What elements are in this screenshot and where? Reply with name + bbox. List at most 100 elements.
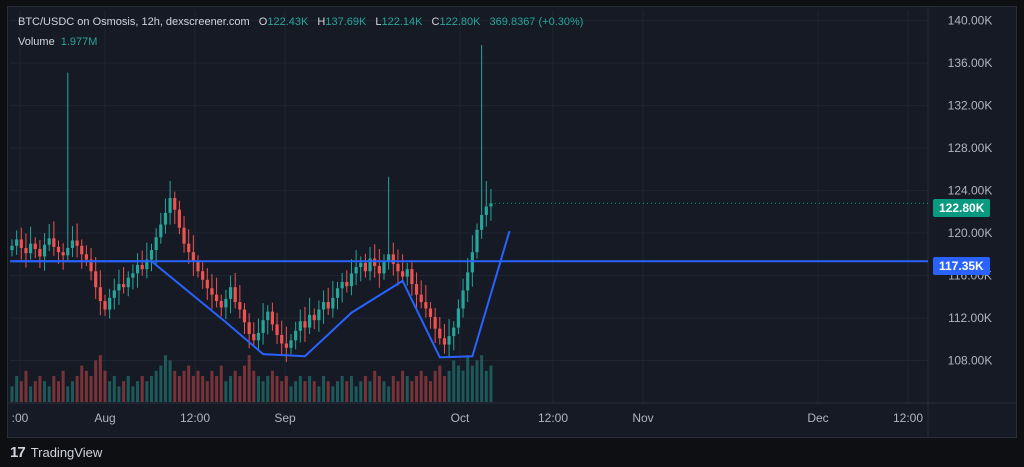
candle-body[interactable] (219, 301, 223, 308)
level-price-tag[interactable]: 117.35K (933, 257, 990, 275)
candle-body[interactable] (414, 284, 419, 295)
candle-body[interactable] (108, 297, 112, 310)
candle-body[interactable] (233, 287, 237, 303)
candle-body[interactable] (308, 314, 312, 328)
candle-body[interactable] (326, 302, 330, 309)
pattern-drawing-line[interactable] (12, 230, 511, 359)
candle-body[interactable] (247, 322, 251, 334)
candle-body[interactable] (489, 203, 493, 207)
candle-body[interactable] (140, 264, 144, 270)
candle-body[interactable] (187, 243, 191, 253)
candle-body[interactable] (475, 229, 479, 253)
candle-body[interactable] (75, 240, 79, 246)
candle-body[interactable] (228, 287, 233, 299)
candle-body[interactable] (349, 273, 354, 287)
candle-body[interactable] (201, 271, 205, 280)
candle-body[interactable] (466, 272, 470, 291)
candle-body[interactable] (433, 316, 437, 329)
candle-body[interactable] (89, 259, 93, 272)
candle-body[interactable] (126, 277, 130, 288)
candle-body[interactable] (391, 254, 395, 264)
candle-body[interactable] (368, 258, 372, 272)
candle-body[interactable] (159, 224, 163, 238)
candle-body[interactable] (438, 328, 442, 339)
candle-body[interactable] (242, 309, 247, 323)
candle-body[interactable] (317, 309, 321, 321)
candle-body[interactable] (117, 284, 121, 291)
candle-body[interactable] (345, 281, 349, 287)
candle-body[interactable] (387, 254, 391, 261)
candle-body[interactable] (29, 243, 33, 254)
candle-body[interactable] (442, 338, 447, 345)
chart-panel[interactable] (7, 6, 1017, 438)
candle-body[interactable] (66, 247, 70, 256)
candle-body[interactable] (15, 239, 19, 246)
candle-body[interactable] (56, 246, 61, 253)
candle-body[interactable] (10, 245, 14, 251)
candle-body[interactable] (80, 245, 84, 255)
candle-body[interactable] (182, 227, 186, 244)
candle-body[interactable] (480, 214, 484, 230)
candle-body[interactable] (280, 335, 284, 344)
candle-body[interactable] (149, 250, 154, 260)
candle-body[interactable] (410, 269, 414, 285)
candle-body[interactable] (447, 336, 451, 345)
candle-body[interactable] (122, 284, 126, 288)
candle-body[interactable] (168, 198, 172, 213)
candle-body[interactable] (177, 209, 181, 228)
candle-body[interactable] (373, 258, 377, 266)
candle-body[interactable] (52, 238, 56, 247)
candle-body[interactable] (154, 237, 158, 251)
candle-body[interactable] (289, 340, 293, 348)
candle-body[interactable] (215, 294, 219, 302)
candle-body[interactable] (61, 252, 65, 256)
candle-body[interactable] (112, 290, 116, 298)
candle-body[interactable] (131, 273, 135, 278)
candle-body[interactable] (210, 288, 214, 295)
candle-body[interactable] (163, 212, 168, 225)
candle-body[interactable] (145, 259, 149, 270)
symbol-title[interactable]: BTC/USDC on Osmosis, 12h, dexscreener.co… (18, 16, 250, 28)
candle-body[interactable] (312, 314, 316, 321)
candle-body[interactable] (303, 321, 307, 328)
candle-body[interactable] (275, 324, 279, 336)
candle-body[interactable] (84, 254, 88, 260)
footer-brand[interactable]: 17 TradingView (10, 444, 102, 461)
candle-body[interactable] (191, 252, 195, 262)
candle-body[interactable] (103, 301, 107, 310)
candle-body[interactable] (331, 297, 335, 309)
candle-body[interactable] (294, 330, 298, 341)
candle-body[interactable] (266, 311, 270, 321)
candle-body[interactable] (340, 281, 344, 289)
candle-body[interactable] (256, 332, 261, 341)
candle-body[interactable] (484, 206, 488, 215)
candle-body[interactable] (470, 252, 474, 273)
candle-body[interactable] (321, 302, 326, 310)
candle-body[interactable] (270, 311, 274, 325)
candle-body[interactable] (456, 308, 460, 328)
candle-body[interactable] (205, 279, 209, 289)
candle-body[interactable] (452, 327, 456, 337)
candle-body[interactable] (363, 262, 367, 272)
candle-body[interactable] (405, 269, 409, 277)
candle-body[interactable] (38, 248, 42, 257)
candle-body[interactable] (252, 333, 256, 341)
candle-body[interactable] (298, 321, 302, 331)
candle-body[interactable] (42, 244, 47, 257)
candle-body[interactable] (335, 288, 340, 298)
candle-body[interactable] (396, 263, 400, 272)
candle-body[interactable] (238, 302, 242, 310)
volume-label[interactable]: Volume (18, 36, 55, 48)
candle-body[interactable] (24, 247, 28, 254)
candle-body[interactable] (47, 238, 51, 245)
candle-body[interactable] (424, 302, 428, 309)
candle-body[interactable] (173, 198, 177, 210)
candle-body[interactable] (33, 243, 37, 249)
candle-body[interactable] (377, 265, 381, 274)
candle-body[interactable] (224, 298, 228, 308)
candle-body[interactable] (19, 239, 23, 248)
candle-body[interactable] (354, 267, 358, 274)
candle-body[interactable] (428, 308, 433, 317)
candle-body[interactable] (461, 290, 465, 309)
